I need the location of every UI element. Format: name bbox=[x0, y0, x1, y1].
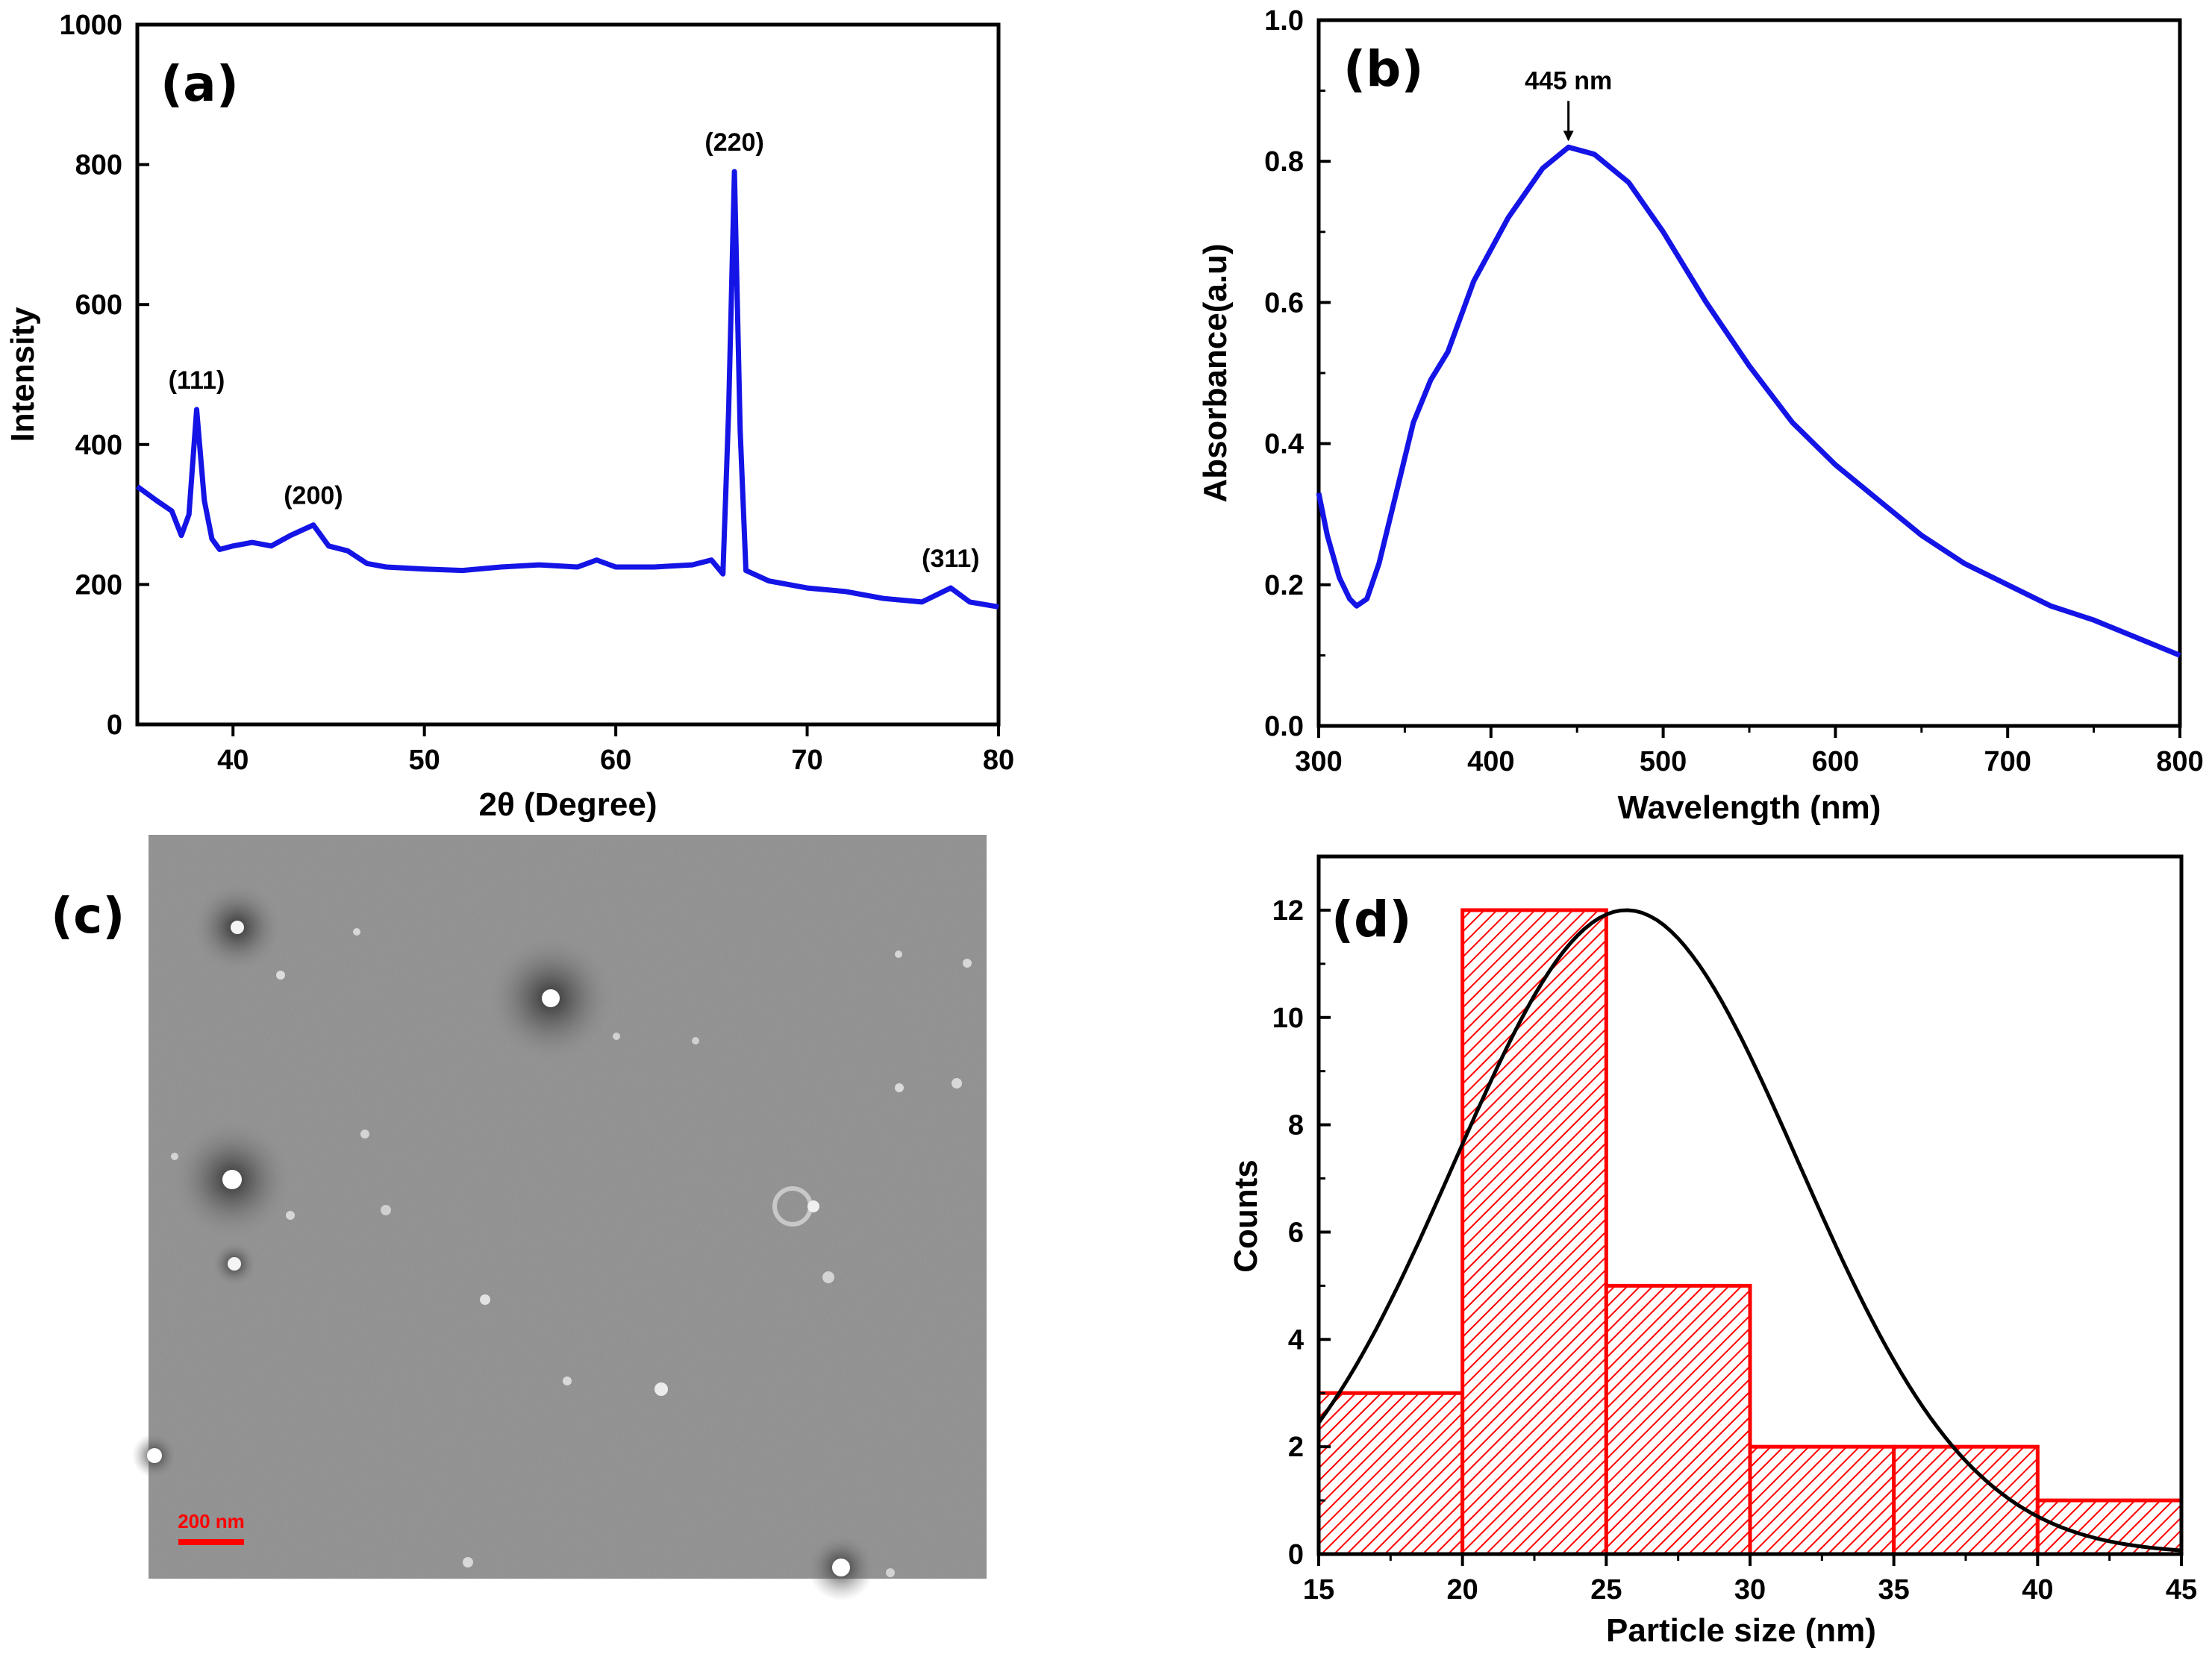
uv-vis-y-tick-label: 0.0 bbox=[1264, 711, 1304, 742]
uv-vis-x-tick-label: 400 bbox=[1467, 746, 1514, 777]
uv-vis-x-tick-label: 500 bbox=[1640, 746, 1687, 777]
uv-vis-plot-frame bbox=[1316, 18, 2182, 728]
histogram-y-tick-label: 12 bbox=[1272, 895, 1304, 927]
peak-label: (311) bbox=[922, 545, 980, 573]
xrd-x-tick-label: 80 bbox=[983, 745, 1014, 776]
uv-vis-x-tick-label: 300 bbox=[1295, 746, 1342, 777]
histogram-x-tick-label: 35 bbox=[1878, 1574, 1910, 1606]
xrd-y-tick-label: 200 bbox=[75, 569, 122, 601]
xrd-y-tick-label: 0 bbox=[107, 710, 122, 741]
panel-label-d: (d) bbox=[1331, 891, 1412, 948]
xrd-x-tick-label: 60 bbox=[600, 745, 631, 776]
absorbance-series-line bbox=[1316, 144, 2181, 658]
tem-particles bbox=[132, 883, 972, 1601]
histogram-x-tick-label: 30 bbox=[1734, 1574, 1766, 1606]
histogram-x-tick-label: 15 bbox=[1303, 1574, 1334, 1606]
histogram-x-tick-label: 45 bbox=[2166, 1574, 2197, 1606]
panel-label-a: (a) bbox=[160, 55, 239, 113]
histogram-y-tick-label: 10 bbox=[1272, 1003, 1304, 1034]
histogram-x-tick-label: 20 bbox=[1447, 1574, 1478, 1606]
uv-vis-x-tick-label: 700 bbox=[1984, 746, 2031, 777]
uv-vis-y-tick-label: 1.0 bbox=[1264, 5, 1304, 37]
histogram-y-tick-label: 4 bbox=[1288, 1324, 1304, 1356]
xrd-x-tick-label: 50 bbox=[409, 745, 440, 776]
histogram-x-tick-label: 25 bbox=[1590, 1574, 1622, 1606]
peak-label: (111) bbox=[169, 366, 225, 395]
uv-vis-y-tick-label: 0.8 bbox=[1264, 146, 1304, 178]
xrd-series-line bbox=[135, 169, 999, 610]
uv-vis-chart: 300 400 500 600 700 800 0.0 0.2 0.4 0.6 0.8 1.0 445… bbox=[1197, 5, 2204, 826]
uv-vis-x-axis-label: Wavelength (nm) bbox=[1618, 789, 1881, 826]
histogram-bar bbox=[1748, 1444, 1896, 1556]
uv-vis-x-tick-label: 600 bbox=[1812, 746, 1859, 777]
panel-label-c: (c) bbox=[51, 887, 125, 945]
panel-label-b: (b) bbox=[1343, 40, 1424, 98]
xrd-x-tick-label: 40 bbox=[217, 745, 249, 776]
gaussian-fit-curve bbox=[1316, 908, 2182, 1553]
histogram-y-tick-label: 6 bbox=[1288, 1217, 1304, 1248]
tem-image: 200 nm (c) bbox=[51, 835, 987, 1601]
histogram-bar bbox=[1604, 1283, 1752, 1556]
xrd-plot-frame bbox=[135, 22, 1001, 727]
histogram-x-tick-label: 40 bbox=[2022, 1574, 2053, 1606]
histogram-y-tick-label: 2 bbox=[1288, 1432, 1304, 1463]
scale-bar-label: 200 nm bbox=[178, 1510, 245, 1532]
peak-label: (200) bbox=[284, 482, 343, 510]
uv-vis-y-tick-label: 0.6 bbox=[1264, 287, 1304, 319]
histogram-bar bbox=[1316, 1391, 1465, 1556]
histogram-y-axis-label: Counts bbox=[1228, 1159, 1264, 1273]
uv-vis-x-tick-label: 800 bbox=[2156, 746, 2203, 777]
xrd-x-tick-label: 70 bbox=[791, 745, 822, 776]
uv-vis-y-tick-label: 0.2 bbox=[1264, 570, 1304, 601]
histogram-bar bbox=[1460, 908, 1608, 1556]
uv-vis-y-axis-label: Absorbance(a.u) bbox=[1197, 243, 1234, 502]
xrd-x-axis-label: 2θ (Degree) bbox=[479, 786, 657, 823]
xrd-y-tick-label: 800 bbox=[75, 150, 122, 181]
histogram-y-tick-label: 8 bbox=[1288, 1110, 1304, 1141]
xrd-y-tick-label: 1000 bbox=[59, 10, 122, 41]
peak-label: (220) bbox=[704, 128, 763, 157]
xrd-y-axis-label: Intensity bbox=[4, 307, 41, 442]
uv-vis-y-tick-label: 0.4 bbox=[1264, 429, 1304, 460]
xrd-y-tick-label: 400 bbox=[75, 430, 122, 461]
histogram-x-axis-label: Particle size (nm) bbox=[1606, 1612, 1876, 1649]
particle-size-histogram: 15 20 25 30 35 40 45 0 2 4 6 8 10 12 (d) Particle siz… bbox=[1228, 854, 2197, 1649]
peak-arrow-head bbox=[1563, 131, 1574, 142]
xrd-y-tick-label: 600 bbox=[75, 289, 122, 321]
peak-wavelength-label: 445 nm bbox=[1525, 66, 1612, 95]
histogram-y-tick-label: 0 bbox=[1288, 1539, 1304, 1570]
